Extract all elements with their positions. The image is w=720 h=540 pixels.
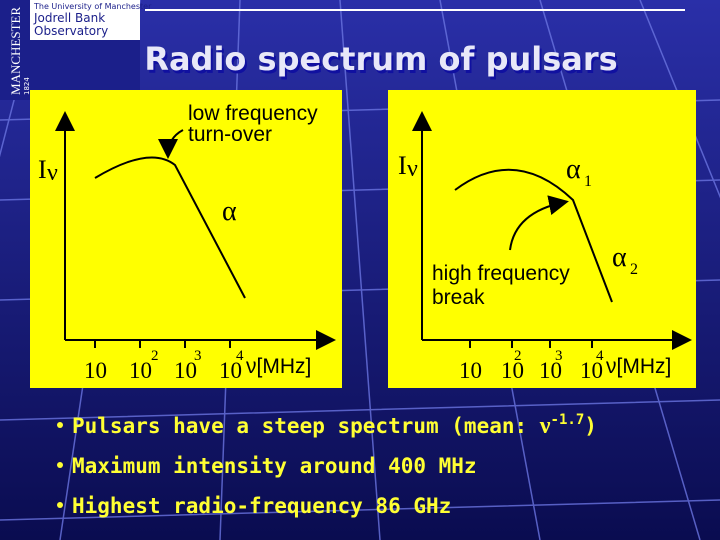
x-label: ν[MHz]	[246, 355, 311, 378]
annotation: 1	[584, 173, 592, 190]
bullet-dot	[57, 502, 63, 508]
tick-exponent: 4	[596, 348, 604, 364]
annotation: turn-over	[188, 123, 272, 146]
bullet-exponent: -1.7	[551, 412, 585, 428]
tick-exponent: 2	[151, 348, 159, 364]
tick-exponent: 2	[514, 348, 522, 364]
annotation: α	[222, 196, 237, 227]
logo-box	[30, 0, 140, 40]
y-label: I	[38, 155, 47, 184]
y-label-sub: ν	[407, 156, 418, 182]
x-label: ν[MHz]	[606, 355, 671, 378]
axes	[55, 111, 336, 350]
y-label: I	[398, 151, 407, 180]
bullet: Highest radio-frequency 86 GHz	[72, 494, 451, 518]
annotation: high frequency	[432, 262, 570, 285]
tick-label: 10	[539, 358, 562, 383]
logo-name: Observatory	[34, 24, 108, 38]
tick-label: 10	[501, 358, 524, 383]
tick-label: 10	[459, 358, 482, 383]
logo-university: The University of Manchester	[33, 2, 152, 11]
diagram-panel	[30, 90, 342, 388]
tick-labels: 10 10 2 10 3 10 4	[84, 348, 244, 383]
tick-exponent: 3	[194, 348, 202, 364]
bullets: Pulsars have a steep spectrum (mean: ν-1…	[57, 412, 597, 518]
bullet: Pulsars have a steep spectrum (mean: ν-1…	[72, 412, 597, 439]
annotation: α	[566, 154, 581, 185]
title-shadow: Radio spectrum of pulsars	[146, 43, 619, 81]
tick-labels: 10 10 2 10 3 10 4	[459, 348, 604, 383]
logo-year: 1824	[23, 77, 31, 95]
tick-label: 10	[219, 358, 242, 383]
tick-exponent: 4	[236, 348, 244, 364]
bullet-dot	[57, 462, 63, 468]
annotation: low frequency	[188, 102, 318, 125]
logo-name: Jodrell Bank	[33, 11, 105, 25]
bullet-end: )	[584, 414, 597, 438]
bullet-symbol: ν	[539, 413, 551, 439]
tick-label: 10	[580, 358, 603, 383]
bullet: Maximum intensity around 400 MHz	[72, 454, 477, 478]
y-label-sub: ν	[47, 160, 58, 186]
title: Radio spectrum of pulsars	[144, 40, 617, 78]
annotation: α	[612, 242, 627, 273]
tick-label: 10	[174, 358, 197, 383]
tick-label: 10	[129, 358, 152, 383]
tick-exponent: 3	[555, 348, 563, 364]
diagram-panel	[388, 90, 696, 388]
bullet-dot	[57, 422, 63, 428]
annotation: 2	[630, 261, 638, 278]
axes	[412, 111, 692, 350]
bullet-text: Pulsars have a steep spectrum (mean:	[72, 414, 540, 438]
tick-label: 10	[84, 358, 107, 383]
annotation: break	[432, 286, 485, 309]
logo-side: MANCHESTER	[8, 7, 23, 95]
